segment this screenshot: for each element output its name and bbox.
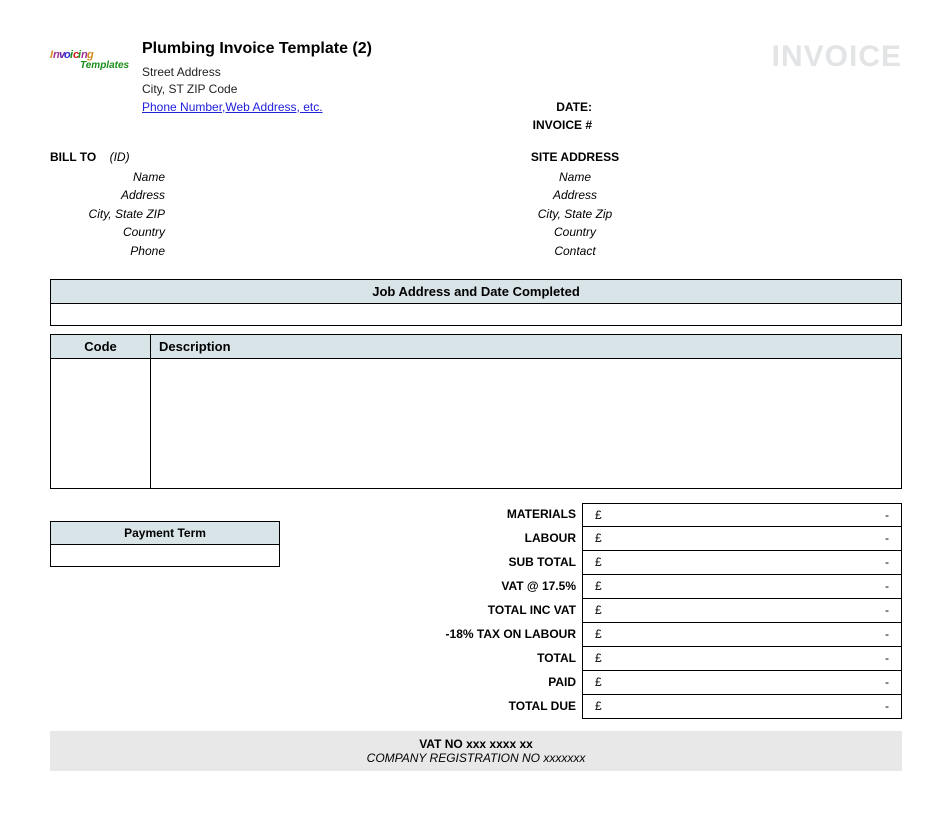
totals-row: TOTAL DUE £- (412, 695, 902, 719)
table-row (51, 358, 902, 488)
totals-value: £- (582, 503, 902, 527)
site-line: City, State Zip (470, 205, 680, 224)
totals-row: VAT @ 17.5% £- (412, 575, 902, 599)
job-header: Job Address and Date Completed (50, 279, 902, 304)
bill-to-line: Phone (50, 242, 165, 261)
bill-to-line: Address (50, 186, 165, 205)
currency-symbol: £ (595, 675, 602, 689)
currency-symbol: £ (595, 627, 602, 641)
company-addr1: Street Address (142, 64, 372, 81)
logo-icon: I n v o i c i n g Templates (50, 42, 132, 75)
items-cell-description (151, 358, 902, 488)
site-line: Contact (470, 242, 680, 261)
totals-label: MATERIALS (412, 503, 582, 527)
company-registration: COMPANY REGISTRATION NO xxxxxxx (50, 751, 902, 765)
bill-to-block: BILL TO (ID) Name Address City, State ZI… (50, 150, 400, 261)
bill-to-id: (ID) (110, 150, 130, 164)
currency-symbol: £ (595, 508, 602, 522)
totals-value: £- (582, 575, 902, 599)
totals-value: £- (582, 671, 902, 695)
totals-value: £- (582, 623, 902, 647)
amount-dash: - (885, 603, 889, 617)
totals-value: £- (582, 527, 902, 551)
bill-to-line: Name (50, 168, 165, 187)
footer: VAT NO xxx xxxx xx COMPANY REGISTRATION … (50, 731, 902, 771)
invoice-meta: DATE: INVOICE # (533, 98, 592, 134)
totals-value: £- (582, 695, 902, 719)
site-line: Country (470, 223, 680, 242)
totals-row: LABOUR £- (412, 527, 902, 551)
invoice-heading: INVOICE (772, 40, 902, 74)
totals-row: MATERIALS £- (412, 503, 902, 527)
amount-dash: - (885, 555, 889, 569)
vat-number: VAT NO xxx xxxx xx (50, 737, 902, 751)
totals-label: -18% TAX ON LABOUR (412, 623, 582, 647)
svg-text:Templates: Templates (80, 60, 130, 70)
totals-label: TOTAL DUE (412, 695, 582, 719)
job-value (50, 304, 902, 326)
totals-label: LABOUR (412, 527, 582, 551)
site-line: Address (470, 186, 680, 205)
items-table: Code Description (50, 334, 902, 489)
totals-row: PAID £- (412, 671, 902, 695)
totals-row: TOTAL £- (412, 647, 902, 671)
header: I n v o i c i n g Templates Plumbing Inv… (50, 40, 902, 116)
amount-dash: - (885, 579, 889, 593)
bill-to-line: Country (50, 223, 165, 242)
currency-symbol: £ (595, 603, 602, 617)
logo-block: I n v o i c i n g Templates Plumbing Inv… (50, 40, 372, 116)
payment-term: Payment Term (50, 521, 280, 567)
amount-dash: - (885, 675, 889, 689)
company-addr2: City, ST ZIP Code (142, 81, 372, 98)
totals-label: TOTAL INC VAT (412, 599, 582, 623)
totals-row: TOTAL INC VAT £- (412, 599, 902, 623)
bill-to-line: City, State ZIP (50, 205, 165, 224)
amount-dash: - (885, 699, 889, 713)
totals-value: £- (582, 551, 902, 575)
totals-block: MATERIALS £- LABOUR £- SUB TOTAL £- VAT … (412, 503, 902, 719)
amount-dash: - (885, 508, 889, 522)
totals-label: VAT @ 17.5% (412, 575, 582, 599)
amount-dash: - (885, 651, 889, 665)
totals-label: SUB TOTAL (412, 551, 582, 575)
currency-symbol: £ (595, 579, 602, 593)
totals-row: SUB TOTAL £- (412, 551, 902, 575)
invoice-number-label: INVOICE # (533, 116, 592, 134)
currency-symbol: £ (595, 531, 602, 545)
site-line: Name (470, 168, 680, 187)
company-title: Plumbing Invoice Template (2) (142, 40, 372, 58)
addresses: BILL TO (ID) Name Address City, State ZI… (50, 150, 902, 261)
totals-row: -18% TAX ON LABOUR £- (412, 623, 902, 647)
company-info: Plumbing Invoice Template (2) Street Add… (142, 40, 372, 116)
job-section: Job Address and Date Completed (50, 279, 902, 326)
totals-value: £- (582, 647, 902, 671)
payment-term-value (50, 545, 280, 567)
site-address-block: SITE ADDRESS Name Address City, State Zi… (470, 150, 770, 261)
site-head: SITE ADDRESS (470, 150, 680, 164)
items-cell-code (51, 358, 151, 488)
items-col-code: Code (51, 334, 151, 358)
currency-symbol: £ (595, 651, 602, 665)
invoice-page: I n v o i c i n g Templates Plumbing Inv… (0, 0, 952, 801)
totals-value: £- (582, 599, 902, 623)
lower-section: Payment Term MATERIALS £- LABOUR £- SUB … (50, 503, 902, 719)
bill-to-head: BILL TO (50, 150, 96, 164)
currency-symbol: £ (595, 555, 602, 569)
payment-term-head: Payment Term (50, 521, 280, 545)
amount-dash: - (885, 627, 889, 641)
currency-symbol: £ (595, 699, 602, 713)
amount-dash: - (885, 531, 889, 545)
company-link[interactable]: Phone Number,Web Address, etc. (142, 100, 323, 114)
date-label: DATE: (533, 98, 592, 116)
totals-label: PAID (412, 671, 582, 695)
items-col-description: Description (151, 334, 902, 358)
totals-label: TOTAL (412, 647, 582, 671)
